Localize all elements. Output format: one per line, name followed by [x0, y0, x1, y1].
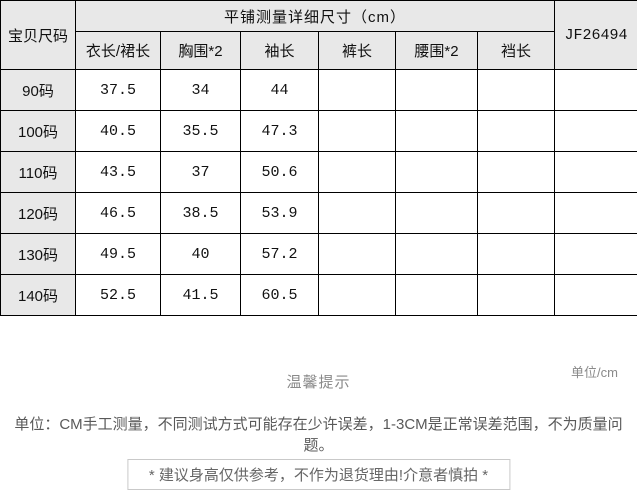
value-cell: 37: [160, 151, 241, 193]
value-cell: [318, 274, 396, 316]
value-cell: 49.5: [75, 233, 161, 275]
empty-cell: [554, 151, 637, 193]
value-cell: [318, 192, 396, 234]
disclaimer-box: * 建议身高仅供参考，不作为退货理由!介意者慎拍 *: [126, 459, 511, 490]
size-cell: 110码: [0, 151, 76, 193]
value-cell: [395, 192, 478, 234]
table-row: 140码 52.5 41.5 60.5: [0, 274, 637, 316]
value-cell: 43.5: [75, 151, 161, 193]
empty-cell: [554, 110, 637, 152]
value-cell: [477, 274, 555, 316]
size-column-header: 宝贝尺码: [0, 0, 76, 70]
value-cell: 53.9: [240, 192, 319, 234]
size-cell: 120码: [0, 192, 76, 234]
measurement-note: 单位：CM手工测量，不同测试方式可能存在少许误差，1-3CM是正常误差范围，不为…: [14, 416, 623, 454]
value-cell: 57.2: [240, 233, 319, 275]
value-cell: [395, 110, 478, 152]
value-cell: [477, 69, 555, 111]
empty-cell: [554, 192, 637, 234]
table-row: 90码 37.5 34 44: [0, 69, 637, 111]
value-cell: [477, 192, 555, 234]
table-title-row: 宝贝尺码 平铺测量详细尺寸（cm） JF26494: [0, 0, 637, 70]
empty-cell: [554, 274, 637, 316]
value-cell: 52.5: [75, 274, 161, 316]
model-code: JF26494: [554, 0, 637, 70]
value-cell: [318, 151, 396, 193]
col-header-chest: 胸围*2: [160, 31, 241, 70]
value-cell: 50.6: [240, 151, 319, 193]
value-cell: [318, 69, 396, 111]
size-table: 宝贝尺码 平铺测量详细尺寸（cm） JF26494 衣长/裙长 胸围*2 袖长 …: [0, 0, 637, 316]
value-cell: 40.5: [75, 110, 161, 152]
size-cell: 90码: [0, 69, 76, 111]
value-cell: 34: [160, 69, 241, 111]
value-cell: [477, 110, 555, 152]
value-cell: 41.5: [160, 274, 241, 316]
col-header-waist: 腰围*2: [395, 31, 478, 70]
size-cell: 100码: [0, 110, 76, 152]
value-cell: [318, 110, 396, 152]
table-row: 100码 40.5 35.5 47.3: [0, 110, 637, 152]
table-title: 平铺测量详细尺寸（cm）: [75, 0, 555, 32]
empty-cell: [554, 233, 637, 275]
col-header-sleeve-length: 袖长: [240, 31, 319, 70]
value-cell: 60.5: [240, 274, 319, 316]
value-cell: [477, 233, 555, 275]
value-cell: [395, 69, 478, 111]
value-cell: 44: [240, 69, 319, 111]
value-cell: [395, 274, 478, 316]
value-cell: [395, 233, 478, 275]
value-cell: 46.5: [75, 192, 161, 234]
value-cell: 35.5: [160, 110, 241, 152]
tips-title: 温馨提示: [286, 374, 351, 391]
table-row: 120码 46.5 38.5 53.9: [0, 192, 637, 234]
value-cell: [395, 151, 478, 193]
table-row: 110码 43.5 37 50.6: [0, 151, 637, 193]
value-cell: 38.5: [160, 192, 241, 234]
table-row: 130码 49.5 40 57.2: [0, 233, 637, 275]
value-cell: 37.5: [75, 69, 161, 111]
col-header-pants-length: 裤长: [318, 31, 396, 70]
size-cell: 130码: [0, 233, 76, 275]
col-header-clothing-length: 衣长/裙长: [75, 31, 161, 70]
size-cell: 140码: [0, 274, 76, 316]
value-cell: [477, 151, 555, 193]
value-cell: [318, 233, 396, 275]
col-header-crotch-length: 裆长: [477, 31, 555, 70]
value-cell: 47.3: [240, 110, 319, 152]
value-cell: 40: [160, 233, 241, 275]
unit-label: 单位/cm: [571, 365, 618, 380]
empty-cell: [554, 69, 637, 111]
column-header-row: 衣长/裙长 胸围*2 袖长 裤长 腰围*2 裆长: [1, 31, 637, 70]
